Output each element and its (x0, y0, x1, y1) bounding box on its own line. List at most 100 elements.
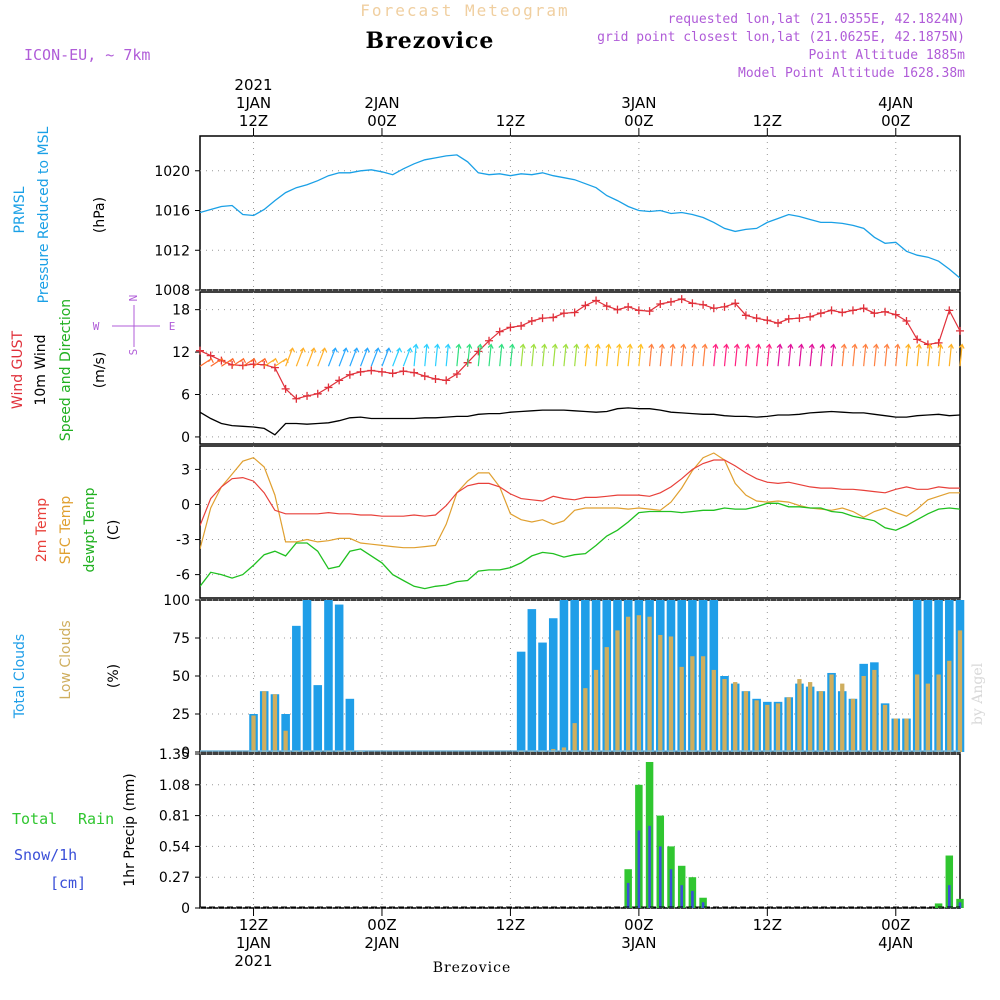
time-tick-label: 12Z (496, 112, 525, 130)
gust-point (634, 306, 643, 315)
low-cloud-bar (283, 730, 288, 752)
wind-frame (199, 291, 961, 445)
wind-arrow-head (412, 343, 419, 349)
snow-bar (626, 882, 630, 908)
wind-arrow-head (321, 347, 328, 353)
wind-arrow (830, 344, 835, 367)
wind-arrow (691, 344, 696, 367)
low-cloud-bar (272, 694, 278, 752)
gust-point (741, 311, 750, 320)
wind-arrow (670, 344, 674, 367)
gust-point (559, 309, 568, 318)
y-tick-label: 0 (181, 497, 190, 513)
low-cloud-bar (561, 747, 567, 752)
wind-arrow (884, 344, 888, 367)
time-tick-label: 00Z (367, 916, 396, 934)
low-cloud-bar (722, 679, 727, 752)
wind-arrow-head (605, 343, 612, 349)
wind-arrow-head (755, 343, 762, 349)
wind-arrow (467, 344, 471, 367)
total-cloud-bar (527, 609, 537, 752)
time-tick-label: 00Z (367, 112, 396, 130)
gust-point (848, 306, 857, 315)
wind-arrow-head (509, 343, 516, 349)
wind-arrow-head (406, 347, 413, 353)
wind-arrow-head (691, 343, 698, 349)
wind-arrow (638, 344, 642, 367)
gust-point (377, 367, 386, 376)
low-cloud-bar (615, 630, 620, 752)
time-tick-label: 00Z (624, 112, 653, 130)
wind-arrow-head (723, 343, 730, 349)
wind-arrow-head (808, 343, 815, 349)
y-tick-label: 25 (172, 707, 190, 723)
gust-point (345, 370, 354, 379)
pressure-panel: 1008 1012 1016 1020 (154, 135, 961, 299)
time-tick-label: 3JAN (621, 934, 656, 952)
gust-point (474, 347, 483, 356)
time-tick-label: 12Z (753, 916, 782, 934)
temperature-labels: 2m Temp SFC Temp dewpt Temp (C) (34, 487, 122, 572)
total-cloud-bar (570, 600, 579, 752)
gust-point (356, 367, 365, 376)
time-tick-label: 2JAN (364, 94, 399, 112)
wind-arrow (563, 344, 567, 367)
wind-arrow-head (310, 347, 317, 353)
total-cloud-bar (345, 698, 355, 752)
gust-point (859, 304, 868, 313)
wind-arrow-head (851, 343, 858, 349)
wind-arrow (713, 344, 717, 367)
gust-point (335, 376, 344, 385)
gust-point (506, 323, 515, 332)
label-total: Total (12, 810, 57, 828)
y-tick-label: 1012 (154, 243, 190, 259)
wind-arrow (306, 347, 315, 367)
gust-point (388, 369, 397, 378)
gust-point (731, 299, 740, 308)
wind-arrow (509, 344, 514, 367)
wind-arrow-head (218, 357, 225, 363)
low-cloud-bar (872, 669, 877, 752)
wind-arrow-head (551, 343, 558, 349)
wind-arrow-head (616, 343, 623, 349)
wind-arrow (499, 344, 503, 367)
gust-point (827, 306, 836, 315)
gust-point (281, 384, 290, 393)
wind-arrow-head (680, 343, 687, 349)
gust-point (688, 299, 697, 308)
wind-arrow (702, 344, 706, 367)
label-low-clouds: Low Clouds (58, 620, 74, 699)
wind-arrow-head (530, 343, 537, 349)
low-cloud-bar (829, 674, 834, 752)
y-tick-label: 0 (181, 901, 190, 917)
gust-point (452, 370, 461, 379)
label-speed-direction: Speed and Direction (58, 299, 74, 441)
compass-n: N (127, 295, 140, 302)
wind-arrow (402, 347, 411, 367)
time-tick-label: 4JAN (878, 934, 913, 952)
wind-arrow-head (733, 343, 740, 349)
time-tick-label: 00Z (881, 916, 910, 934)
wind-arrow (488, 344, 492, 367)
wind-arrow-head (423, 343, 430, 349)
low-cloud-bar (915, 674, 920, 752)
wind-arrow-head (207, 357, 214, 363)
wind-arrow (734, 344, 738, 367)
time-tick-label: 1JAN (236, 934, 271, 952)
wind-arrow (595, 344, 599, 367)
gust-point (806, 312, 815, 321)
gust-point (292, 394, 301, 403)
wind-arrow-head (744, 343, 751, 349)
wind-arrow (434, 344, 439, 367)
low-cloud-bar (808, 682, 813, 752)
wind-arrow-head (766, 343, 772, 349)
total-cloud-bar (516, 651, 526, 752)
gust-point (645, 307, 654, 316)
gust-point (581, 301, 590, 310)
wind-arrow-head (819, 343, 826, 349)
gust-point (538, 314, 547, 323)
low-cloud-bar (572, 723, 577, 752)
low-cloud-bar (775, 703, 781, 752)
model-label: ICON-EU, ~ 7km (24, 46, 150, 64)
snow-bar (958, 902, 962, 908)
